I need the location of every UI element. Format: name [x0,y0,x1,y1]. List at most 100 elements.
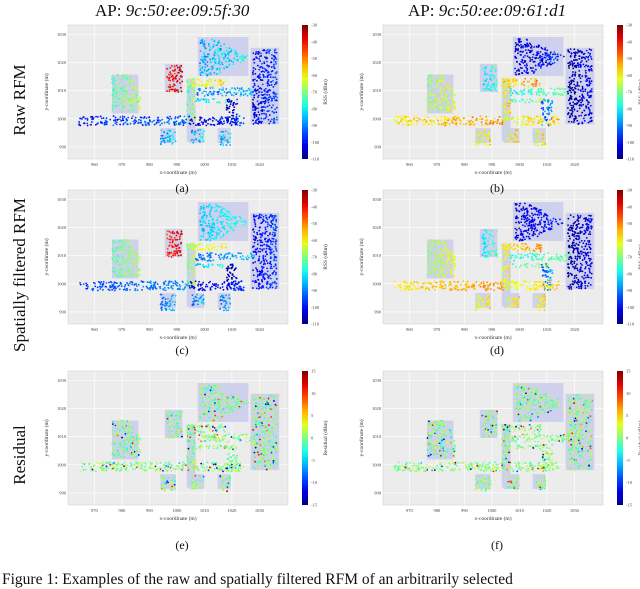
data-point [431,287,433,289]
data-point [189,113,191,115]
data-point [275,221,277,223]
data-point [144,121,146,123]
data-point [256,93,258,95]
data-point [583,57,585,59]
data-point [541,88,543,90]
data-point [505,119,507,121]
data-point [212,92,214,94]
data-point [223,58,225,60]
data-point [223,258,225,260]
data-point [589,96,591,98]
data-point [585,70,587,72]
data-point [524,88,526,90]
data-point [171,245,173,247]
data-point [544,110,546,112]
data-point [216,53,218,55]
data-point [200,239,202,241]
data-point [202,254,204,256]
data-point [525,49,527,51]
data-point [202,235,204,237]
data-point [542,138,544,140]
data-point [200,40,202,42]
data-point [227,119,229,121]
data-point [217,120,219,122]
data-point [522,72,524,74]
data-point [234,53,236,55]
data-point [123,253,125,255]
data-point [542,59,544,61]
data-point [236,103,238,105]
data-point [129,240,131,242]
data-point [509,86,511,88]
data-point [510,94,512,96]
data-point [204,95,206,97]
data-point [260,241,262,243]
data-point [222,227,224,229]
data-point [138,101,140,103]
data-point [539,56,541,58]
data-point [193,122,195,124]
data-point [168,245,170,247]
data-point [186,84,188,86]
data-point [160,120,162,122]
data-point [411,282,413,284]
data-point [119,249,121,251]
data-point [472,116,474,118]
data-point [224,228,226,230]
data-point [260,102,262,104]
data-point [573,52,575,54]
data-point [97,290,99,292]
data-point [210,209,212,211]
data-point [520,51,522,53]
data-point [243,221,245,223]
data-point [181,90,183,92]
data-point [524,60,526,62]
data-point [258,91,260,93]
data-point [209,87,211,89]
data-point [230,228,232,230]
data-point [214,247,216,249]
data-point [122,120,124,122]
colorbar-tick-label: -60 [311,73,318,78]
x-tick-label: 970 [119,327,127,332]
data-point [493,283,495,285]
data-point [193,80,195,82]
data-point [444,110,446,112]
data-point [497,287,499,289]
data-point [515,84,517,86]
data-point [188,83,190,85]
data-point [192,84,194,86]
data-point [220,118,222,120]
data-point [259,248,261,250]
data-point [586,61,588,63]
data-point [575,71,577,73]
data-point [206,61,208,63]
data-point [463,117,465,119]
data-point [270,76,272,78]
data-point [448,118,450,120]
data-point [487,139,489,141]
data-point [174,66,176,68]
data-point [439,95,441,97]
data-point [522,83,524,85]
data-point [249,91,251,93]
data-point [269,74,271,76]
data-point [163,281,165,283]
data-point [519,100,521,102]
data-point [164,287,166,289]
data-point [548,63,550,65]
data-point [433,120,435,122]
data-point [113,267,115,269]
data-point [275,260,277,262]
data-point [553,59,555,61]
data-point [223,297,225,299]
data-point [205,56,207,58]
data-point [426,282,428,284]
data-point [133,95,135,97]
data-point [149,282,151,284]
data-point [175,239,177,241]
data-point [134,254,136,256]
data-point [189,81,191,83]
data-point [269,49,271,51]
